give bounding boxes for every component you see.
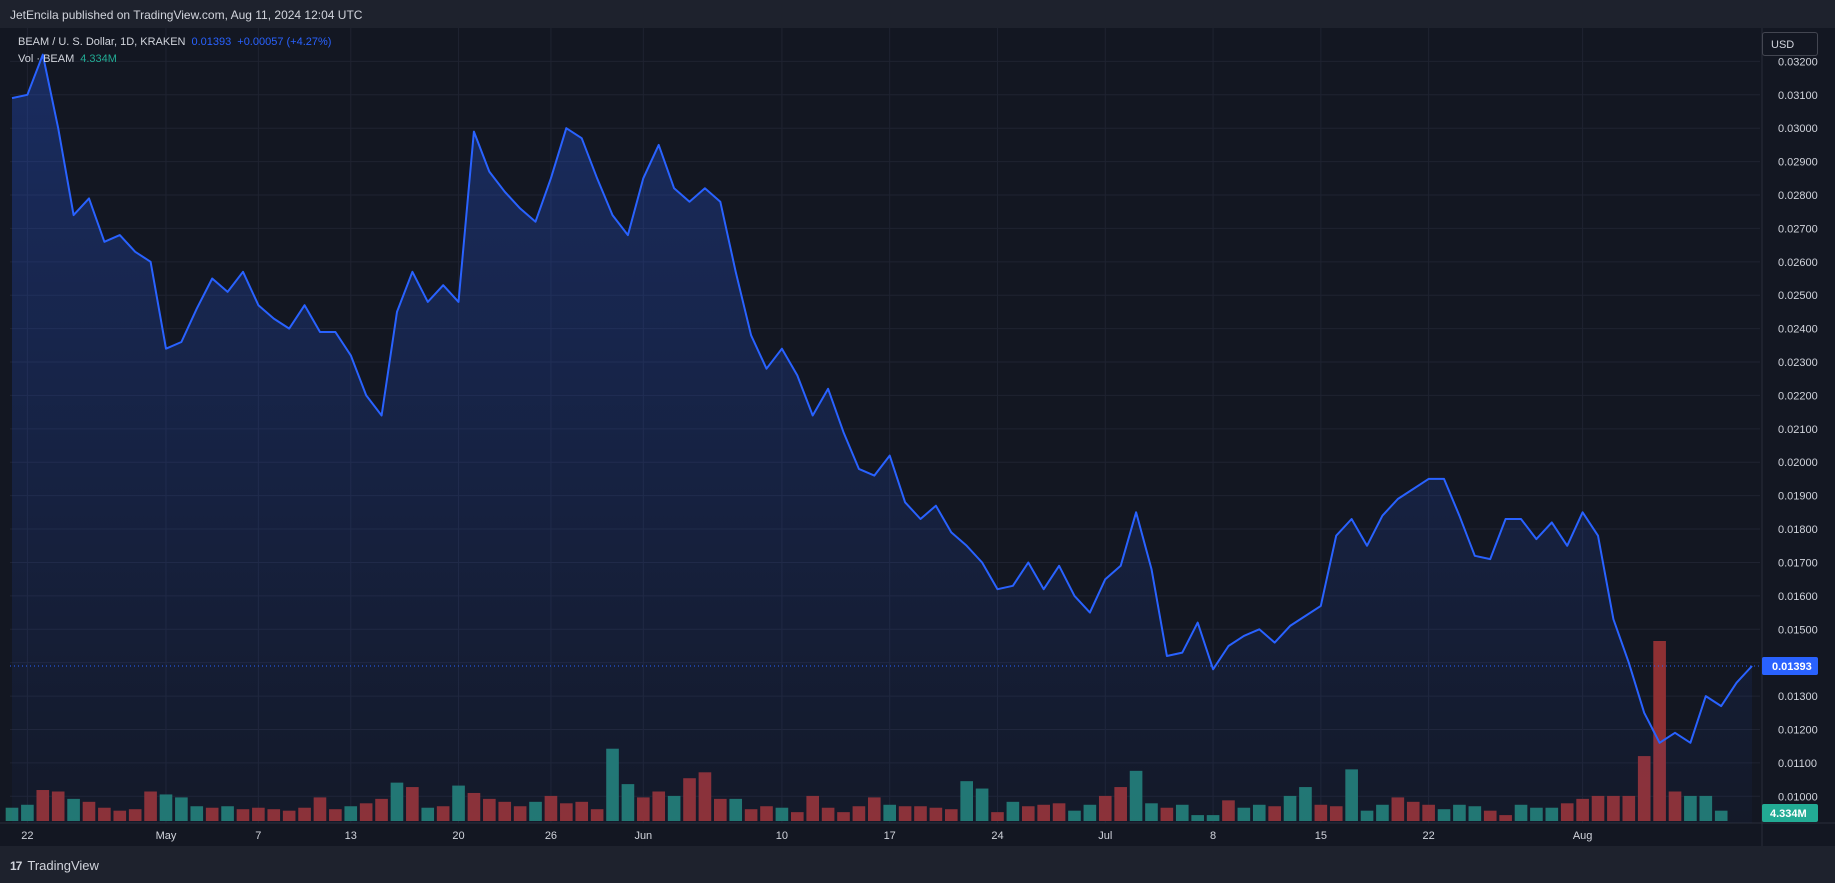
last-volume-badge: [1762, 804, 1818, 822]
y-tick-label: 0.02800: [1778, 190, 1818, 202]
legend-volume-row[interactable]: Vol · BEAM 4.334M: [18, 51, 331, 68]
y-tick-label: 0.02100: [1778, 424, 1818, 436]
x-tick-label: Jun: [634, 830, 652, 842]
y-tick-label: 0.01500: [1778, 624, 1818, 636]
x-tick-label: 10: [776, 830, 788, 842]
x-tick-label: Jul: [1098, 830, 1112, 842]
legend-last-price: 0.01393: [191, 36, 232, 48]
x-tick-label: 8: [1210, 830, 1216, 842]
chart-area[interactable]: 0.03200 0.03100 0.03000 0.02900 0.02800 0.027…: [0, 28, 1835, 846]
legend-volume-label: Vol · BEAM: [18, 53, 75, 65]
legend-symbol: BEAM / U. S. Dollar, 1D, KRAKEN: [18, 36, 186, 48]
price-area-fill: [12, 54, 1752, 823]
footer-bar: 17 TradingView: [0, 846, 1835, 883]
last-price-badge: [1762, 657, 1818, 676]
x-tick-label: 13: [345, 830, 357, 842]
y-tick-label: 0.02500: [1778, 290, 1818, 302]
brand-name: TradingView: [27, 858, 99, 873]
y-tick-label: 0.02200: [1778, 390, 1818, 402]
last-price-label: 0.01393: [1772, 661, 1812, 673]
y-tick-label: 0.01900: [1778, 491, 1818, 503]
header-bar: JetEncila published on TradingView.com, …: [0, 0, 1835, 28]
y-tick-label: 0.02300: [1778, 357, 1818, 369]
x-tick-label: 22: [1423, 830, 1435, 842]
legend-volume-value: 4.334M: [80, 53, 117, 65]
x-tick-label: 22: [21, 830, 33, 842]
x-tick-label: 26: [545, 830, 557, 842]
y-tick-label: 0.01100: [1778, 758, 1817, 770]
y-tick-label: 0.01300: [1778, 691, 1818, 703]
y-tick-label: 0.02000: [1778, 457, 1818, 469]
legend-symbol-row[interactable]: BEAM / U. S. Dollar, 1D, KRAKEN 0.01393 +0…: [18, 34, 331, 51]
y-tick-label: 0.01200: [1778, 724, 1818, 736]
y-tick-label: 0.02400: [1778, 324, 1818, 336]
y-tick-label: 0.01700: [1778, 557, 1818, 569]
y-tick-label: 0.01800: [1778, 524, 1818, 536]
x-tick-label: Aug: [1573, 830, 1593, 842]
x-tick-label: 20: [452, 830, 464, 842]
tradingview-logo-icon: 17: [10, 858, 22, 873]
x-tick-label: 17: [884, 830, 896, 842]
legend-change: +0.00057 (+4.27%): [237, 36, 332, 48]
x-tick-label: May: [156, 830, 177, 842]
publish-info: JetEncila published on TradingView.com, …: [10, 8, 363, 22]
y-tick-label: 0.03200: [1778, 56, 1818, 68]
y-tick-label: 0.02700: [1778, 223, 1818, 235]
x-tick-label: 15: [1315, 830, 1327, 842]
last-volume-label: 4.334M: [1770, 808, 1807, 820]
price-chart[interactable]: 0.03200 0.03100 0.03000 0.02900 0.02800 0.027…: [0, 28, 1835, 846]
x-tick-label: 24: [991, 830, 1003, 842]
y-tick-label: 0.03100: [1778, 90, 1818, 102]
y-tick-label: 0.02900: [1778, 157, 1818, 169]
tradingview-logo[interactable]: 17 TradingView: [10, 858, 99, 873]
y-tick-label: 0.01000: [1778, 791, 1818, 803]
price-series-line: [11, 53, 1753, 744]
y-tick-label: 0.02600: [1778, 257, 1818, 269]
chart-legend[interactable]: BEAM / U. S. Dollar, 1D, KRAKEN 0.01393 +0…: [18, 34, 331, 68]
x-tick-label: 7: [255, 830, 261, 842]
currency-button[interactable]: USD: [1762, 32, 1818, 56]
y-tick-label: 0.03000: [1778, 123, 1818, 135]
y-tick-label: 0.01600: [1778, 591, 1818, 603]
